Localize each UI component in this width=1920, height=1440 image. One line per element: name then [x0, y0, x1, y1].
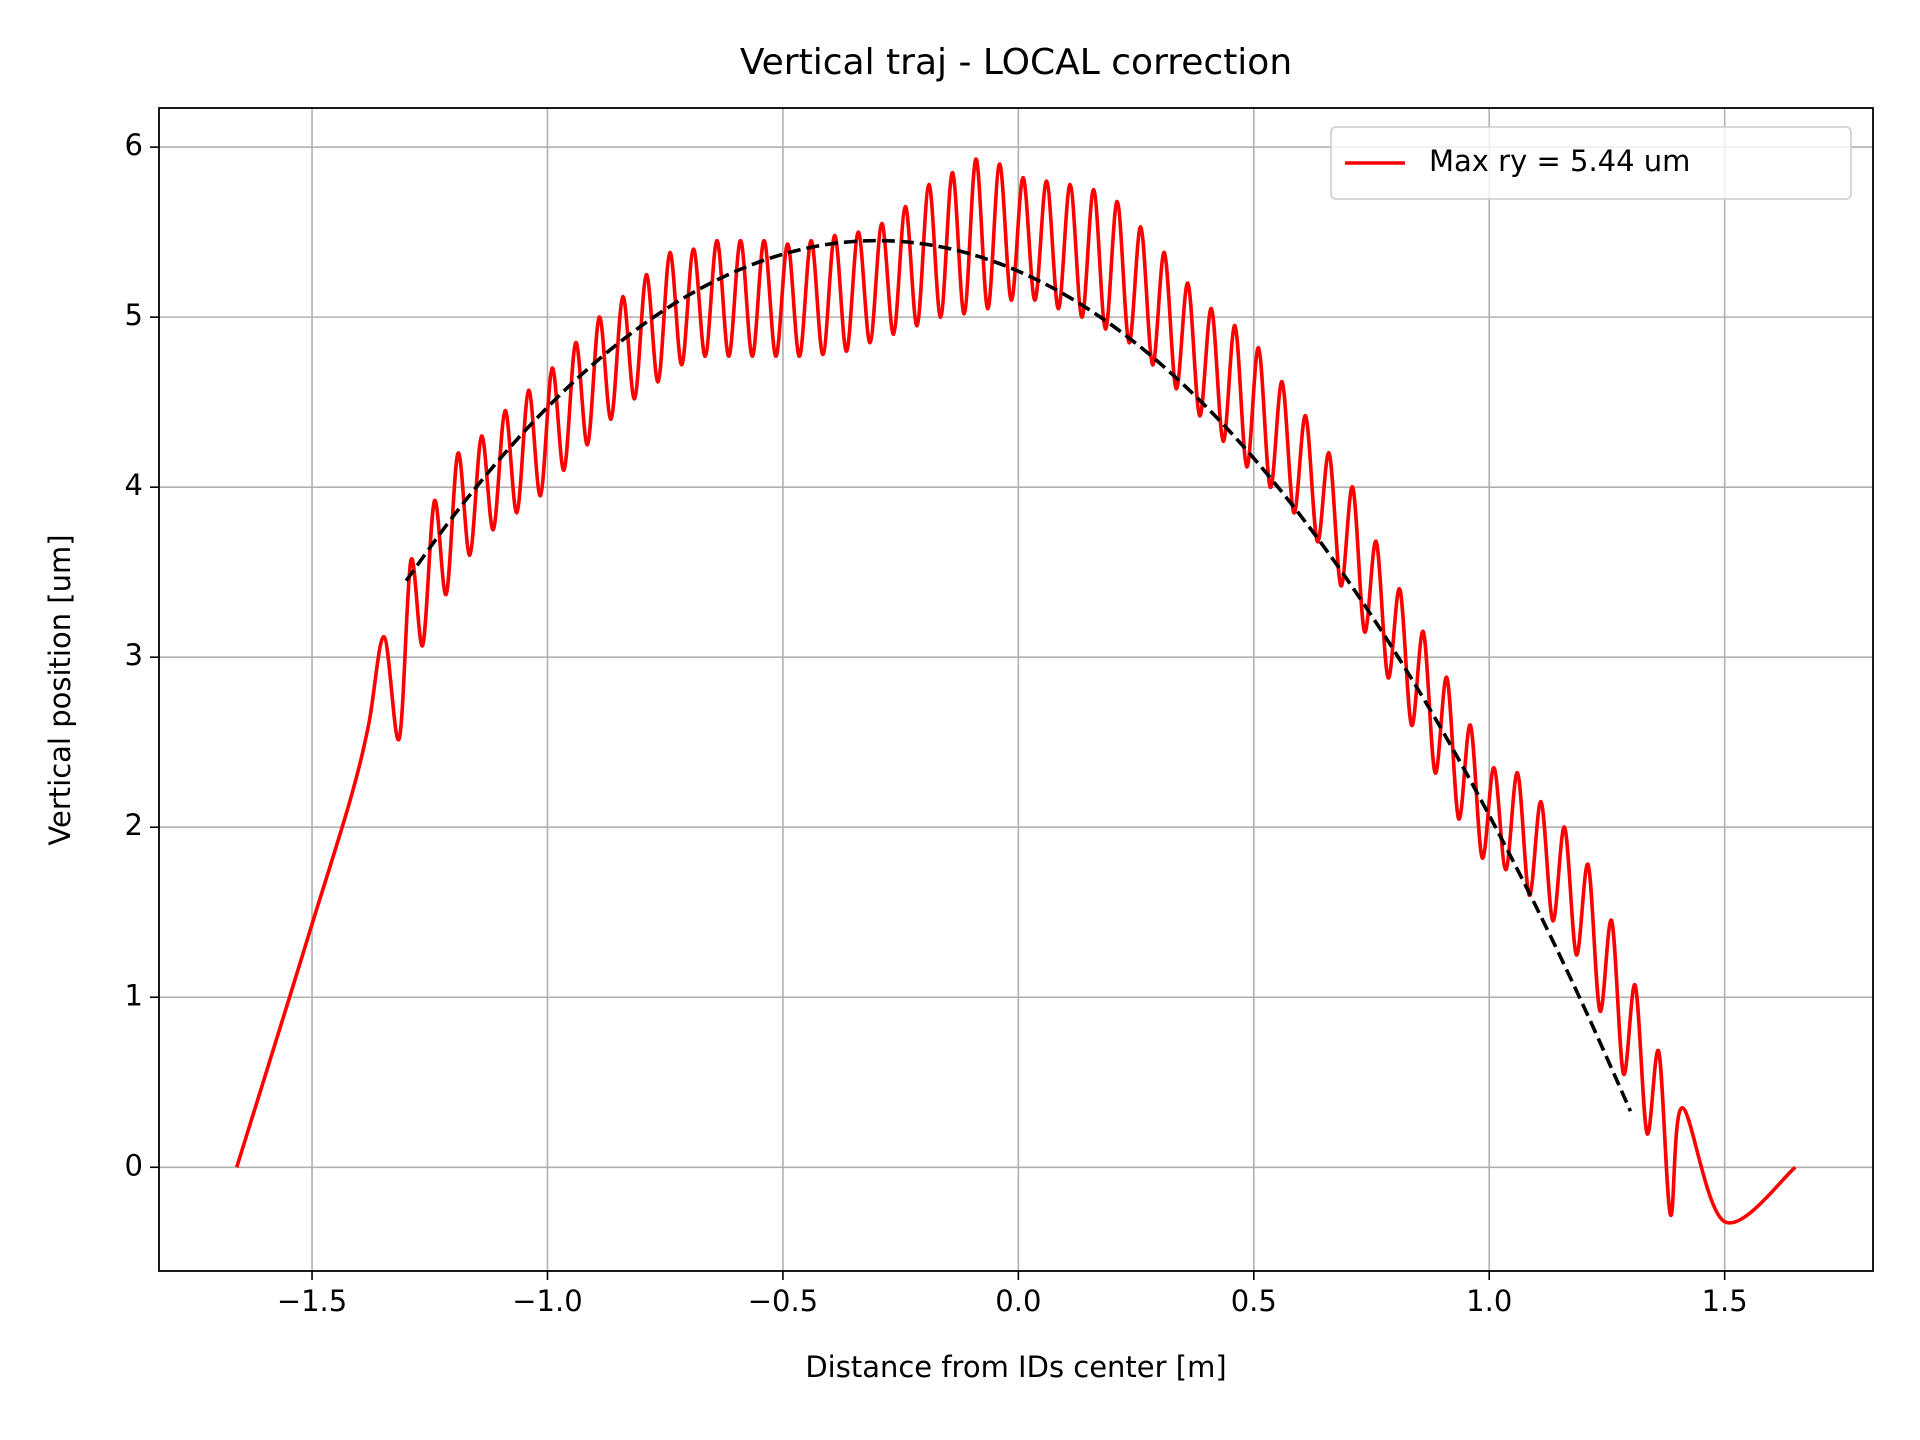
y-tick-label: 1 — [125, 978, 143, 1012]
y-axis-label: Vertical position [um] — [43, 534, 77, 845]
x-tick-label: −1.0 — [512, 1284, 582, 1318]
x-tick-label: 1.0 — [1466, 1284, 1512, 1318]
data-line — [404, 238, 1633, 1112]
y-tick-label: 5 — [125, 298, 143, 332]
y-tick-label: 2 — [125, 808, 143, 842]
data-line — [234, 157, 1797, 1225]
legend-label: Max ry = 5.44 um — [1429, 144, 1690, 178]
y-tick-label: 0 — [125, 1148, 143, 1182]
chart-title: Vertical traj - LOCAL correction — [740, 42, 1292, 83]
y-tick-label: 6 — [125, 128, 143, 162]
x-tick-label: −0.5 — [748, 1284, 818, 1318]
x-tick-label: 0.5 — [1231, 1284, 1277, 1318]
plot-frame — [158, 107, 1874, 1272]
x-tick-label: −1.5 — [277, 1284, 347, 1318]
legend-box — [1330, 126, 1852, 200]
x-tick-label: 0.0 — [995, 1284, 1041, 1318]
y-tick-label: 4 — [125, 468, 143, 502]
x-axis-label: Distance from IDs center [m] — [805, 1350, 1226, 1384]
y-tick-label: 3 — [125, 638, 143, 672]
x-tick-label: 1.5 — [1702, 1284, 1748, 1318]
